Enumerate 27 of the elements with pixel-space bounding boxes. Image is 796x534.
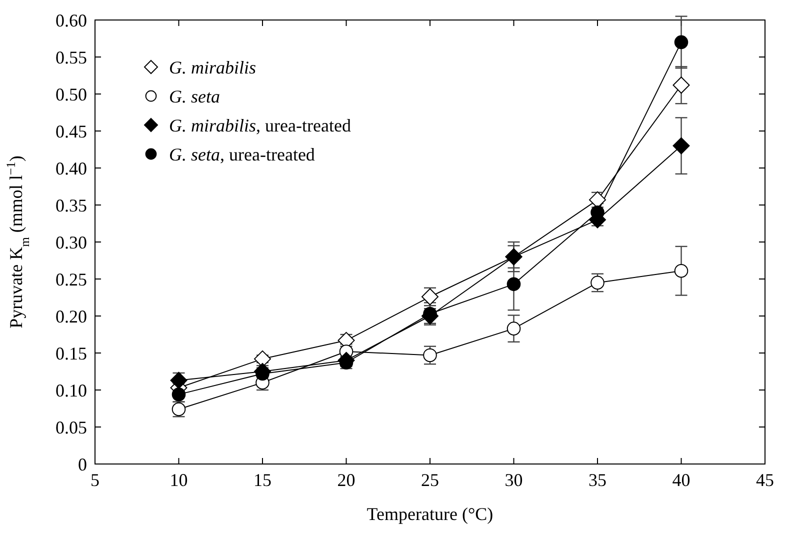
x-tick-label: 45	[756, 470, 774, 490]
legend-label: G. seta	[169, 86, 220, 106]
x-tick-label: 40	[672, 470, 690, 490]
y-tick-label: 0.30	[56, 232, 87, 252]
y-tick-label: 0.45	[56, 121, 87, 142]
y-tick-label: 0.05	[56, 417, 87, 438]
x-tick-label: 10	[170, 470, 188, 490]
x-tick-label: 35	[588, 470, 606, 490]
y-tick-label: 0.20	[56, 306, 87, 326]
y-tick-label: 0.40	[56, 158, 87, 178]
y-tick-label: 0.50	[56, 84, 87, 104]
y-tick-label: 0.55	[56, 47, 87, 68]
y-tick-label: 0.15	[56, 343, 87, 364]
legend-label: G. seta, urea-treated	[169, 144, 315, 164]
x-tick-label: 30	[504, 470, 523, 490]
legend-label: G. mirabilis, urea-treated	[169, 115, 351, 136]
x-tick-label: 20	[337, 470, 356, 490]
x-tick-label: 25	[421, 470, 439, 490]
y-tick-label: 0	[78, 454, 87, 474]
x-tick-label: 5	[90, 470, 100, 490]
x-tick-label: 15	[254, 470, 272, 490]
y-tick-label: 0.35	[56, 195, 87, 216]
y-tick-label: 0.25	[56, 269, 87, 290]
y-tick-label: 0.60	[56, 10, 87, 30]
legend-label: G. mirabilis	[169, 57, 256, 78]
x-axis-title: Temperature (°C)	[366, 504, 494, 524]
y-tick-label: 0.10	[56, 380, 87, 400]
